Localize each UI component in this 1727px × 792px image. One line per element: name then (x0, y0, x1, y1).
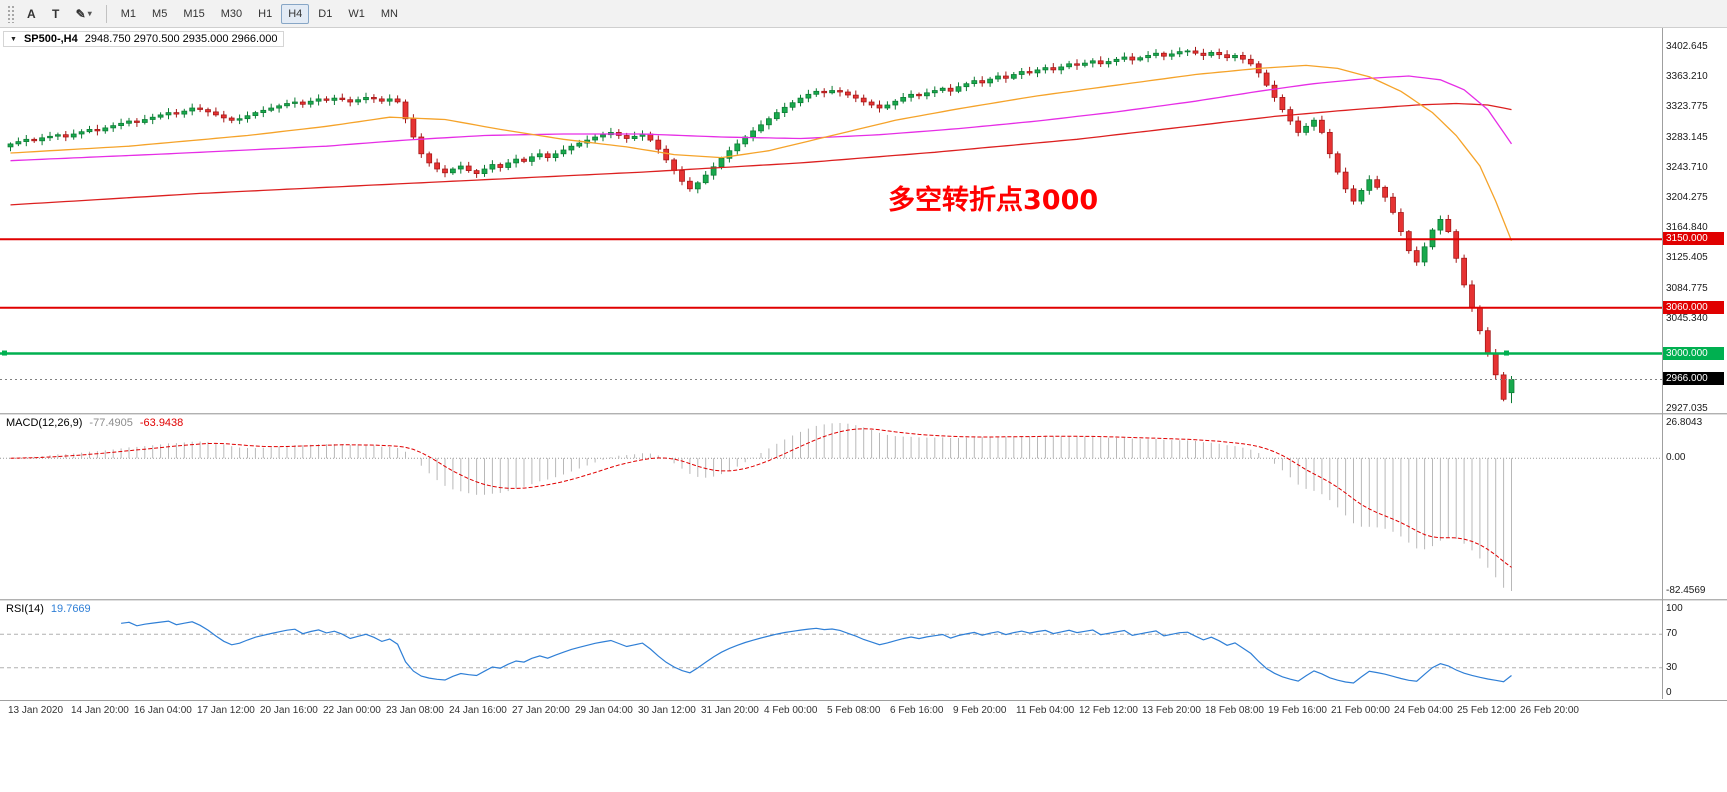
timeframe-button-h1[interactable]: H1 (251, 4, 279, 24)
time-axis-label: 6 Feb 16:00 (890, 705, 944, 716)
pencil-icon: ✎ (75, 6, 86, 21)
time-axis-label: 29 Jan 04:00 (575, 705, 633, 716)
ma-line-medium (10, 75, 1513, 162)
main-chart-panel[interactable]: ▼ SP500-,H4 2948.750 2970.500 2935.000 2… (0, 28, 1662, 413)
time-axis-label: 22 Jan 00:00 (323, 705, 381, 716)
time-axis-label: 17 Jan 12:00 (197, 705, 255, 716)
time-axis-label: 13 Feb 20:00 (1142, 705, 1201, 716)
price-tag-3000.000: 3000.000 (1663, 347, 1724, 360)
ma-line-fast (10, 64, 1513, 241)
price-axis-label: 3283.145 (1666, 132, 1708, 143)
macd-signal-line (10, 428, 1512, 568)
hline-handle[interactable] (1504, 350, 1509, 356)
rsi-panel[interactable]: RSI(14) 19.7669 (0, 601, 1662, 699)
hline-handle[interactable] (2, 350, 7, 356)
main-chart-canvas[interactable] (0, 28, 1662, 413)
time-axis-label: 5 Feb 08:00 (827, 705, 881, 716)
rsi-axis-label: 30 (1666, 662, 1678, 673)
rsi-value: 19.7669 (50, 603, 91, 615)
price-axis-label: 3045.340 (1666, 313, 1708, 324)
timeframe-button-w1[interactable]: W1 (341, 4, 372, 24)
rsi-axis-label: 70 (1666, 628, 1678, 639)
price-axis-label: 3084.775 (1666, 283, 1708, 294)
time-axis-label: 30 Jan 12:00 (638, 705, 696, 716)
price-axis[interactable]: 3402.645 3363.210 3323.775 3283.145 3243.710… (1663, 28, 1727, 699)
rsi-axis-label: 100 (1666, 603, 1683, 614)
time-axis-label: 27 Jan 20:00 (512, 705, 570, 716)
price-axis-label: 2927.035 (1666, 403, 1708, 414)
time-axis-label: 16 Jan 04:00 (134, 705, 192, 716)
font-tool-button[interactable]: A (20, 3, 43, 25)
chart-text-annotation[interactable]: 多空转折点3000 (888, 185, 1099, 216)
price-axis-label: 3323.775 (1666, 101, 1708, 112)
toolbar: A T ✎ ▾ M1 M5 M15 M30 H1 H4 D1 W1 MN (0, 0, 1727, 28)
time-axis-label: 25 Feb 12:00 (1457, 705, 1516, 716)
time-axis[interactable]: 13 Jan 2020 14 Jan 20:00 16 Jan 04:00 17 Ja… (0, 700, 1727, 723)
panel-divider[interactable] (0, 413, 1727, 415)
price-axis-label: 3363.210 (1666, 71, 1708, 82)
rsi-axis-label: 0 (1666, 687, 1672, 698)
macd-axis-label: 26.8043 (1666, 417, 1703, 428)
timeframe-button-h4[interactable]: H4 (281, 3, 310, 24)
macd-canvas[interactable] (0, 415, 1662, 599)
time-axis-label: 20 Jan 16:00 (260, 705, 318, 716)
chevron-down-icon: ▼ (10, 35, 17, 43)
macd-histogram (17, 423, 1512, 591)
timeframe-button-mn[interactable]: MN (374, 4, 405, 24)
price-tag-3060.000: 3060.000 (1663, 301, 1724, 314)
chart-title[interactable]: ▼ SP500-,H4 2948.750 2970.500 2935.000 2… (3, 31, 285, 47)
time-axis-label: 24 Jan 16:00 (449, 705, 507, 716)
macd-axis-label: 0.00 (1666, 452, 1686, 463)
time-axis-label: 19 Feb 16:00 (1268, 705, 1327, 716)
price-tag-3150.000: 3150.000 (1663, 232, 1724, 245)
chart-workspace: ▼ SP500-,H4 2948.750 2970.500 2935.000 2… (0, 28, 1727, 792)
toolbar-grip-icon[interactable] (7, 4, 15, 23)
price-axis-label: 3204.275 (1666, 192, 1708, 203)
macd-label: MACD(12,26,9) -77.4905 -63.9438 (6, 417, 184, 429)
styles-tool-button[interactable]: ✎ ▾ (69, 3, 99, 25)
text-tool-button[interactable]: T (45, 3, 67, 25)
chevron-down-icon: ▾ (87, 9, 92, 18)
time-axis-label: 9 Feb 20:00 (953, 705, 1007, 716)
macd-main-value: -77.4905 (89, 417, 133, 429)
rsi-line (121, 620, 1512, 684)
time-axis-label: 11 Feb 04:00 (1016, 705, 1075, 716)
time-axis-label: 23 Jan 08:00 (386, 705, 444, 716)
price-axis-border (1662, 28, 1663, 699)
timeframe-button-m30[interactable]: M30 (214, 4, 249, 24)
macd-axis-label: -82.4569 (1666, 585, 1706, 596)
ohlc-values: 2948.750 2970.500 2935.000 2966.000 (84, 33, 278, 45)
time-axis-label: 13 Jan 2020 (8, 705, 64, 716)
ma-line-slow (10, 102, 1512, 206)
symbol-period-label: SP500-,H4 (23, 33, 78, 45)
time-axis-label: 24 Feb 04:00 (1394, 705, 1453, 716)
timeframe-button-m15[interactable]: M15 (176, 4, 211, 24)
candlestick-series (7, 46, 1515, 404)
price-tag-2966.000: 2966.000 (1663, 372, 1724, 385)
price-axis-label: 3243.710 (1666, 162, 1708, 173)
toolbar-separator (105, 4, 107, 23)
price-axis-label: 3125.405 (1666, 252, 1708, 263)
macd-panel[interactable]: MACD(12,26,9) -77.4905 -63.9438 (0, 415, 1662, 599)
time-axis-label: 26 Feb 20:00 (1520, 705, 1579, 716)
rsi-label: RSI(14) 19.7669 (6, 603, 91, 615)
timeframe-button-m5[interactable]: M5 (145, 4, 174, 24)
panel-divider[interactable] (0, 599, 1727, 601)
timeframe-button-m1[interactable]: M1 (114, 4, 143, 24)
price-axis-label: 3402.645 (1666, 41, 1708, 52)
rsi-canvas[interactable] (0, 601, 1662, 699)
time-axis-label: 31 Jan 20:00 (701, 705, 759, 716)
price-axis-label: 3164.840 (1666, 222, 1708, 233)
timeframe-button-d1[interactable]: D1 (311, 4, 339, 24)
time-axis-label: 18 Feb 08:00 (1205, 705, 1264, 716)
time-axis-label: 12 Feb 12:00 (1079, 705, 1138, 716)
macd-signal-value: -63.9438 (139, 417, 184, 429)
timeframe-toolbar: M1 M5 M15 M30 H1 H4 D1 W1 MN (114, 3, 405, 24)
time-axis-label: 14 Jan 20:00 (71, 705, 129, 716)
time-axis-label: 4 Feb 00:00 (764, 705, 818, 716)
time-axis-label: 21 Feb 00:00 (1331, 705, 1390, 716)
